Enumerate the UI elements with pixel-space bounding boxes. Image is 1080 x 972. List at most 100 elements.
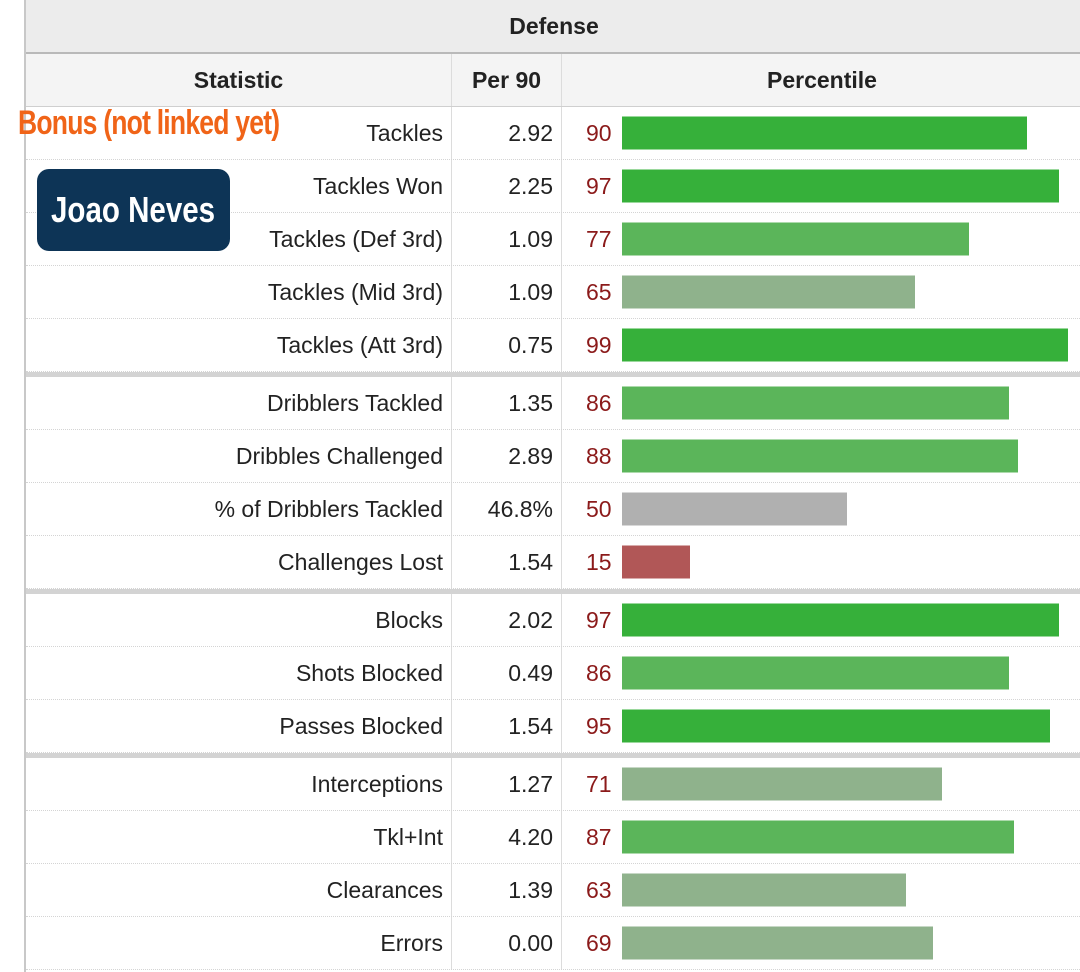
statistic-cell: Dribblers Tackled [26, 377, 452, 429]
statistic-cell: Shots Blocked [26, 647, 452, 699]
table-row: Challenges Lost 1.54 15 [26, 536, 1080, 589]
per90-cell: 2.92 [452, 107, 562, 159]
per90-cell: 1.09 [452, 266, 562, 318]
percentile-cell: 97 [562, 160, 1080, 212]
percentile-bar [622, 116, 1027, 150]
statistic-cell: Tkl+Int [26, 811, 452, 863]
statistic-cell: Blocks [26, 594, 452, 646]
percentile-cell: 63 [562, 864, 1080, 916]
per90-cell: 1.35 [452, 377, 562, 429]
percentile-bar-track [622, 536, 1080, 588]
defense-stats-table: Defense Statistic Per 90 Percentile Tack… [24, 0, 1080, 972]
table-row: Clearances 1.39 63 [26, 864, 1080, 917]
percentile-cell: 90 [562, 107, 1080, 159]
percentile-bar-track [622, 213, 1080, 265]
percentile-bar [622, 169, 1059, 203]
per90-cell: 1.54 [452, 536, 562, 588]
percentile-value: 86 [586, 659, 612, 686]
percentile-bar-track [622, 107, 1080, 159]
percentile-value: 69 [586, 929, 612, 956]
statistic-cell: Errors [26, 917, 452, 969]
percentile-value: 99 [586, 331, 612, 358]
percentile-cell: 86 [562, 377, 1080, 429]
percentile-cell: 99 [562, 319, 1080, 371]
percentile-bar-track [622, 160, 1080, 212]
percentile-bar [622, 873, 906, 907]
player-name: Joao Neves [51, 189, 216, 230]
table-row: Passes Blocked 1.54 95 [26, 700, 1080, 753]
per90-cell: 0.75 [452, 319, 562, 371]
per90-cell: 1.39 [452, 864, 562, 916]
statistic-cell: Interceptions [26, 758, 452, 810]
per90-cell: 46.8% [452, 483, 562, 535]
percentile-value: 50 [586, 495, 612, 522]
percentile-value: 87 [586, 823, 612, 850]
percentile-cell: 71 [562, 758, 1080, 810]
percentile-bar [622, 926, 933, 960]
per90-cell: 1.27 [452, 758, 562, 810]
table-body: Tackles 2.92 90 Tackles Won 2.25 97 Tackles (D… [26, 107, 1080, 970]
percentile-bar [622, 328, 1068, 362]
column-header-row: Statistic Per 90 Percentile [26, 54, 1080, 107]
column-header-per90[interactable]: Per 90 [452, 54, 562, 106]
statistic-cell: Challenges Lost [26, 536, 452, 588]
percentile-value: 86 [586, 389, 612, 416]
statistic-cell: Clearances [26, 864, 452, 916]
table-row: Tackles (Def 3rd) 1.09 77 [26, 213, 1080, 266]
percentile-bar-track [622, 647, 1080, 699]
statistic-cell: Tackles [26, 107, 452, 159]
per90-cell: 4.20 [452, 811, 562, 863]
percentile-bar-track [622, 811, 1080, 863]
percentile-bar [622, 492, 847, 526]
percentile-cell: 86 [562, 647, 1080, 699]
percentile-value: 63 [586, 876, 612, 903]
per90-cell: 0.49 [452, 647, 562, 699]
column-header-statistic[interactable]: Statistic [26, 54, 452, 106]
table-row: Dribbles Challenged 2.89 88 [26, 430, 1080, 483]
percentile-bar-track [622, 266, 1080, 318]
percentile-cell: 50 [562, 483, 1080, 535]
statistic-cell: Passes Blocked [26, 700, 452, 752]
percentile-value: 88 [586, 442, 612, 469]
per90-cell: 2.25 [452, 160, 562, 212]
percentile-cell: 15 [562, 536, 1080, 588]
percentile-bar-track [622, 594, 1080, 646]
table-row: Tackles (Att 3rd) 0.75 99 [26, 319, 1080, 372]
percentile-cell: 65 [562, 266, 1080, 318]
percentile-cell: 97 [562, 594, 1080, 646]
percentile-value: 77 [586, 225, 612, 252]
percentile-value: 97 [586, 172, 612, 199]
table-row: Interceptions 1.27 71 [26, 753, 1080, 811]
section-title: Defense [26, 0, 1080, 54]
percentile-cell: 69 [562, 917, 1080, 969]
per90-cell: 2.89 [452, 430, 562, 482]
percentile-cell: 87 [562, 811, 1080, 863]
statistic-cell: Tackles (Def 3rd) [26, 213, 452, 265]
percentile-value: 95 [586, 712, 612, 739]
percentile-bar-track [622, 917, 1080, 969]
percentile-bar [622, 222, 969, 256]
per90-cell: 1.09 [452, 213, 562, 265]
percentile-bar [622, 767, 942, 801]
statistic-cell: Tackles (Mid 3rd) [26, 266, 452, 318]
percentile-value: 71 [586, 770, 612, 797]
percentile-cell: 95 [562, 700, 1080, 752]
player-name-badge: Joao Neves [37, 169, 230, 251]
percentile-cell: 88 [562, 430, 1080, 482]
table-row: % of Dribblers Tackled 46.8% 50 [26, 483, 1080, 536]
statistic-cell: Tackles (Att 3rd) [26, 319, 452, 371]
percentile-bar-track [622, 483, 1080, 535]
percentile-bar [622, 820, 1014, 854]
per90-cell: 2.02 [452, 594, 562, 646]
statistic-cell: Dribbles Challenged [26, 430, 452, 482]
percentile-bar-track [622, 864, 1080, 916]
percentile-bar [622, 603, 1059, 637]
table-row: Errors 0.00 69 [26, 917, 1080, 970]
column-header-percentile[interactable]: Percentile [767, 66, 877, 93]
percentile-bar-track [622, 377, 1080, 429]
table-row: Tackles Won 2.25 97 [26, 160, 1080, 213]
percentile-bar [622, 656, 1009, 690]
percentile-value: 90 [586, 119, 612, 146]
per90-cell: 1.54 [452, 700, 562, 752]
percentile-cell: 77 [562, 213, 1080, 265]
